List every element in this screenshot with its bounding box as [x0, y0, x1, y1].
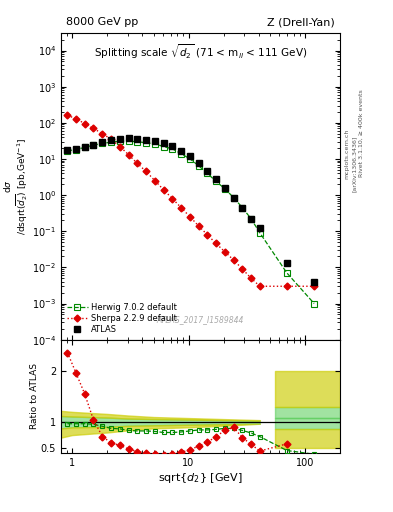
ATLAS [196, 160, 201, 166]
ATLAS [257, 225, 262, 231]
Herwig 7.0.2 default [144, 140, 149, 146]
Legend: Herwig 7.0.2 default, Sherpa 2.2.9 default, ATLAS: Herwig 7.0.2 default, Sherpa 2.2.9 defau… [65, 301, 178, 335]
Text: Rivet 3.1.10, ≥ 400k events: Rivet 3.1.10, ≥ 400k events [359, 89, 364, 177]
Herwig 7.0.2 default [127, 138, 131, 144]
Herwig 7.0.2 default [231, 195, 236, 201]
Sherpa 2.2.9 default [231, 257, 236, 263]
Sherpa 2.2.9 default [152, 178, 157, 184]
Text: [arXiv:1306.3436]: [arXiv:1306.3436] [352, 136, 357, 192]
Sherpa 2.2.9 default [135, 160, 140, 166]
ATLAS [214, 177, 219, 183]
Herwig 7.0.2 default [285, 270, 289, 276]
ATLAS [65, 146, 70, 153]
Sherpa 2.2.9 default [170, 196, 175, 202]
Sherpa 2.2.9 default [249, 275, 253, 281]
Sherpa 2.2.9 default [100, 131, 105, 137]
Herwig 7.0.2 default [240, 205, 245, 211]
Sherpa 2.2.9 default [144, 168, 149, 175]
ATLAS [240, 205, 245, 211]
Herwig 7.0.2 default [100, 140, 105, 146]
Herwig 7.0.2 default [222, 186, 227, 192]
ATLAS [118, 136, 122, 142]
ATLAS [312, 279, 316, 285]
Y-axis label: Ratio to ATLAS: Ratio to ATLAS [30, 364, 39, 430]
ATLAS [74, 146, 79, 152]
ATLAS [285, 260, 289, 266]
Herwig 7.0.2 default [312, 301, 316, 307]
Line: ATLAS: ATLAS [64, 135, 318, 285]
X-axis label: sqrt{$d_2$} [GeV]: sqrt{$d_2$} [GeV] [158, 471, 243, 485]
Sherpa 2.2.9 default [65, 112, 70, 118]
ATLAS [249, 216, 253, 222]
Sherpa 2.2.9 default [312, 283, 316, 289]
Sherpa 2.2.9 default [257, 283, 262, 289]
Herwig 7.0.2 default [152, 141, 157, 147]
ATLAS [231, 195, 236, 201]
Text: ATLAS_2017_I1589844: ATLAS_2017_I1589844 [157, 315, 244, 324]
Herwig 7.0.2 default [249, 216, 253, 222]
Sherpa 2.2.9 default [240, 266, 245, 272]
Y-axis label: d$\sigma$
/dsqrt($\overline{d_2}$) [pb,GeV$^{-1}$]: d$\sigma$ /dsqrt($\overline{d_2}$) [pb,G… [2, 138, 31, 235]
Line: Herwig 7.0.2 default: Herwig 7.0.2 default [64, 138, 317, 306]
Herwig 7.0.2 default [135, 139, 140, 145]
ATLAS [161, 140, 166, 146]
Sherpa 2.2.9 default [222, 249, 227, 255]
Herwig 7.0.2 default [188, 156, 193, 162]
Sherpa 2.2.9 default [74, 116, 79, 122]
ATLAS [82, 143, 87, 150]
ATLAS [152, 138, 157, 144]
Herwig 7.0.2 default [170, 146, 175, 152]
ATLAS [205, 168, 210, 175]
Text: mcplots.cern.ch: mcplots.cern.ch [345, 129, 350, 179]
Herwig 7.0.2 default [196, 163, 201, 169]
ATLAS [100, 139, 105, 145]
Herwig 7.0.2 default [82, 144, 87, 151]
Sherpa 2.2.9 default [285, 283, 289, 289]
Herwig 7.0.2 default [65, 147, 70, 154]
Sherpa 2.2.9 default [91, 125, 96, 132]
ATLAS [91, 141, 96, 147]
Herwig 7.0.2 default [118, 138, 122, 144]
Sherpa 2.2.9 default [161, 187, 166, 193]
Sherpa 2.2.9 default [205, 231, 210, 238]
Herwig 7.0.2 default [257, 230, 262, 236]
Sherpa 2.2.9 default [179, 205, 184, 211]
Sherpa 2.2.9 default [82, 120, 87, 126]
Sherpa 2.2.9 default [127, 152, 131, 158]
Sherpa 2.2.9 default [109, 136, 114, 142]
Line: Sherpa 2.2.9 default: Sherpa 2.2.9 default [65, 113, 316, 289]
ATLAS [144, 137, 149, 143]
ATLAS [179, 147, 184, 154]
Text: Splitting scale $\sqrt{d_2}$ (71 < m$_{ll}$ < 111 GeV): Splitting scale $\sqrt{d_2}$ (71 < m$_{l… [94, 42, 307, 61]
Text: 8000 GeV pp: 8000 GeV pp [66, 17, 139, 27]
ATLAS [222, 185, 227, 191]
ATLAS [170, 143, 175, 149]
Herwig 7.0.2 default [214, 178, 219, 184]
Herwig 7.0.2 default [179, 151, 184, 157]
Herwig 7.0.2 default [205, 170, 210, 177]
Herwig 7.0.2 default [109, 139, 114, 145]
Text: Z (Drell-Yan): Z (Drell-Yan) [266, 17, 334, 27]
ATLAS [109, 137, 114, 143]
Sherpa 2.2.9 default [196, 223, 201, 229]
Herwig 7.0.2 default [91, 142, 96, 148]
Herwig 7.0.2 default [74, 146, 79, 153]
ATLAS [127, 135, 131, 141]
Herwig 7.0.2 default [161, 143, 166, 150]
ATLAS [188, 153, 193, 159]
Sherpa 2.2.9 default [188, 214, 193, 220]
Sherpa 2.2.9 default [118, 143, 122, 150]
Sherpa 2.2.9 default [214, 240, 219, 246]
ATLAS [135, 136, 140, 142]
